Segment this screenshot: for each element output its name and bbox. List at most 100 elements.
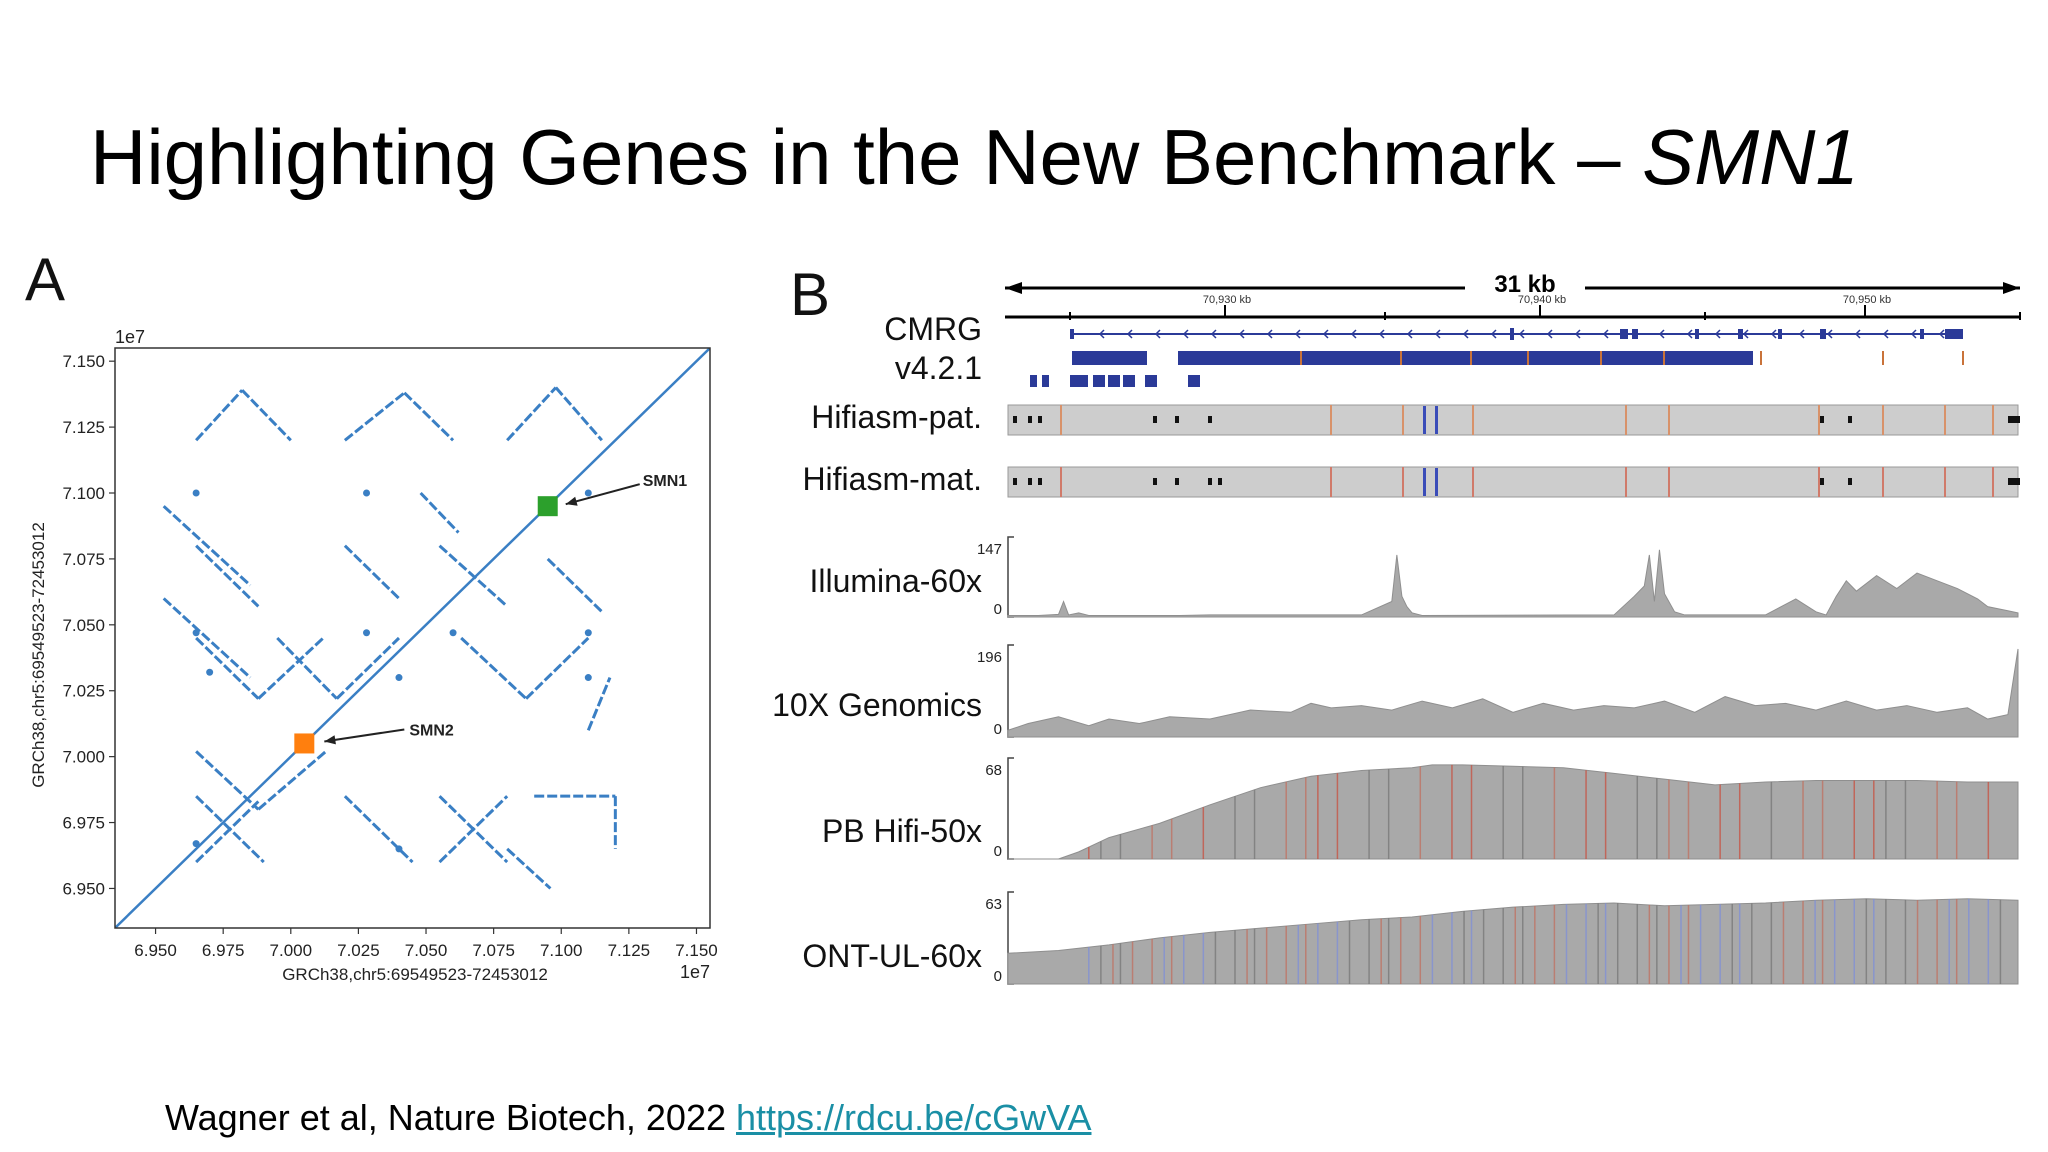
haplotype-variant [1330,467,1332,497]
haplotype-snp [1028,478,1032,485]
slide-title: Highlighting Genes in the New Benchmark … [90,118,1859,196]
x-axis-label: GRCh38,chr5:69549523-72453012 [282,965,548,984]
haplotype-end-marker [2012,478,2020,485]
haplotype-variant [1625,405,1627,435]
coverage-bracket [1007,757,1014,860]
haplotype-end-marker [2012,416,2020,423]
dotplot-segment [343,391,406,442]
dotplot-dot [206,668,214,676]
annotation-arrow-line [324,728,405,743]
strand-arrow [1322,329,1329,339]
dotplot-dot [584,674,592,682]
coverage-max-label: 196 [977,649,1002,666]
dotplot-segment [343,795,414,864]
title-gene: SMN1 [1642,113,1859,201]
dotplot-segment [403,391,455,442]
coverage-min-label: 0 [994,968,1002,985]
variant-marker [1600,351,1602,365]
coverage-track-illumina: 147 0 [977,536,2019,618]
x-tick-label: 7.050 [405,941,448,960]
x-tick-label: 7.150 [675,941,718,960]
x-tick-label: 6.950 [134,941,177,960]
panel-b-label: B [790,261,830,328]
haplotype-variant [1472,467,1474,497]
dotplot-segment [586,676,612,731]
dotplot-dot [395,674,403,682]
cmrg-small-block [1188,375,1200,387]
coverage-area [1007,549,2019,618]
x-tick-label: 7.025 [337,941,380,960]
dotplot-segment [162,505,252,587]
dotplot-segment [460,636,528,700]
dotplot-dot [363,629,371,637]
coverage-max-label: 63 [985,896,1002,913]
strand-arrow [1462,329,1469,339]
dotplot-dot [363,489,371,497]
coverage-track-ont: 63 0 [985,891,2019,985]
strand-arrow [1938,329,1945,339]
coverage-max-label: 147 [977,541,1002,558]
haplotype-variant [1882,467,1884,497]
x-tick-label: 7.100 [540,941,583,960]
dotplot-segment [335,636,401,700]
haplotype-snp [1153,478,1157,485]
dotplot-segment [276,636,338,700]
haplotype-variant [1818,405,1820,435]
dotplot-dot [192,629,200,637]
y-tick-label: 7.075 [62,550,105,569]
haplotype-snp [1848,478,1852,485]
haplotype-variant [1330,405,1332,435]
y-tick-label: 7.100 [62,484,105,503]
variant-marker [1663,351,1665,365]
citation-text: Wagner et al, Nature Biotech, 2022 [165,1097,736,1138]
dotplot-segment [546,557,603,613]
dotplot-segment [241,389,292,442]
coverage-area [1008,764,2019,860]
haplotype-snp [1820,416,1824,423]
cmrg-small-block [1070,375,1088,387]
dotplot-segment [554,386,603,442]
strand-arrow [1882,329,1889,339]
haplotype-snp [1013,416,1017,423]
exponent-label-y: 1e7 [115,327,145,347]
haplotype-snp [1038,416,1042,423]
strand-arrow [1686,329,1693,339]
gene-exon [1820,329,1826,339]
track-label-cmrg: CMRG [884,311,982,347]
dotplot-segment [162,597,252,679]
coord-tick-label: 70,930 kb [1203,294,1251,306]
highlight-smn1 [537,496,558,517]
citation: Wagner et al, Nature Biotech, 2022 https… [165,1100,1091,1136]
haplotype-snp [1175,478,1179,485]
panel-b-genome-browser: B 31 kb 70,930 kb 70,940 kb 70,950 kb CMRG… [772,261,2021,985]
coverage-min-label: 0 [994,601,1002,618]
cmrg-small-block [1123,375,1135,387]
track-label-cmrg-version: v4.2.1 [895,350,982,386]
strand-arrow [1546,329,1553,339]
dotplot-segment [195,544,260,608]
haplotype-variant [1992,405,1994,435]
strand-arrow [1770,329,1777,339]
dotplot-dot [192,840,200,848]
coverage-area [1007,648,2019,738]
y-tick-label: 7.025 [62,682,105,701]
y-tick-label: 7.000 [62,748,105,767]
dotplot-segment [195,750,260,811]
x-tick-label: 7.000 [270,941,313,960]
strand-arrow [1182,329,1189,339]
haplotype-variant [1882,405,1884,435]
haplotype-snp [1208,416,1212,423]
track-label-pbhifi: PB Hifi-50x [822,813,982,849]
strand-arrow [1406,329,1413,339]
strand-arrow [1350,329,1357,339]
citation-link[interactable]: https://rdcu.be/cGwVA [736,1097,1092,1138]
track-label-hifiasm-pat: Hifiasm-pat. [811,399,982,435]
dotplot-annotations: SMN1 SMN2 [294,473,687,754]
gene-exon [1632,329,1638,339]
cmrg-small-block [1108,375,1120,387]
haplotype-snp [1218,478,1222,485]
gene-exon [1070,329,1074,339]
coord-tick-label: 70,950 kb [1843,294,1891,306]
haplotype-variant [1060,405,1062,435]
coordinate-ticks: 70,930 kb 70,940 kb 70,950 kb [1069,294,2021,320]
